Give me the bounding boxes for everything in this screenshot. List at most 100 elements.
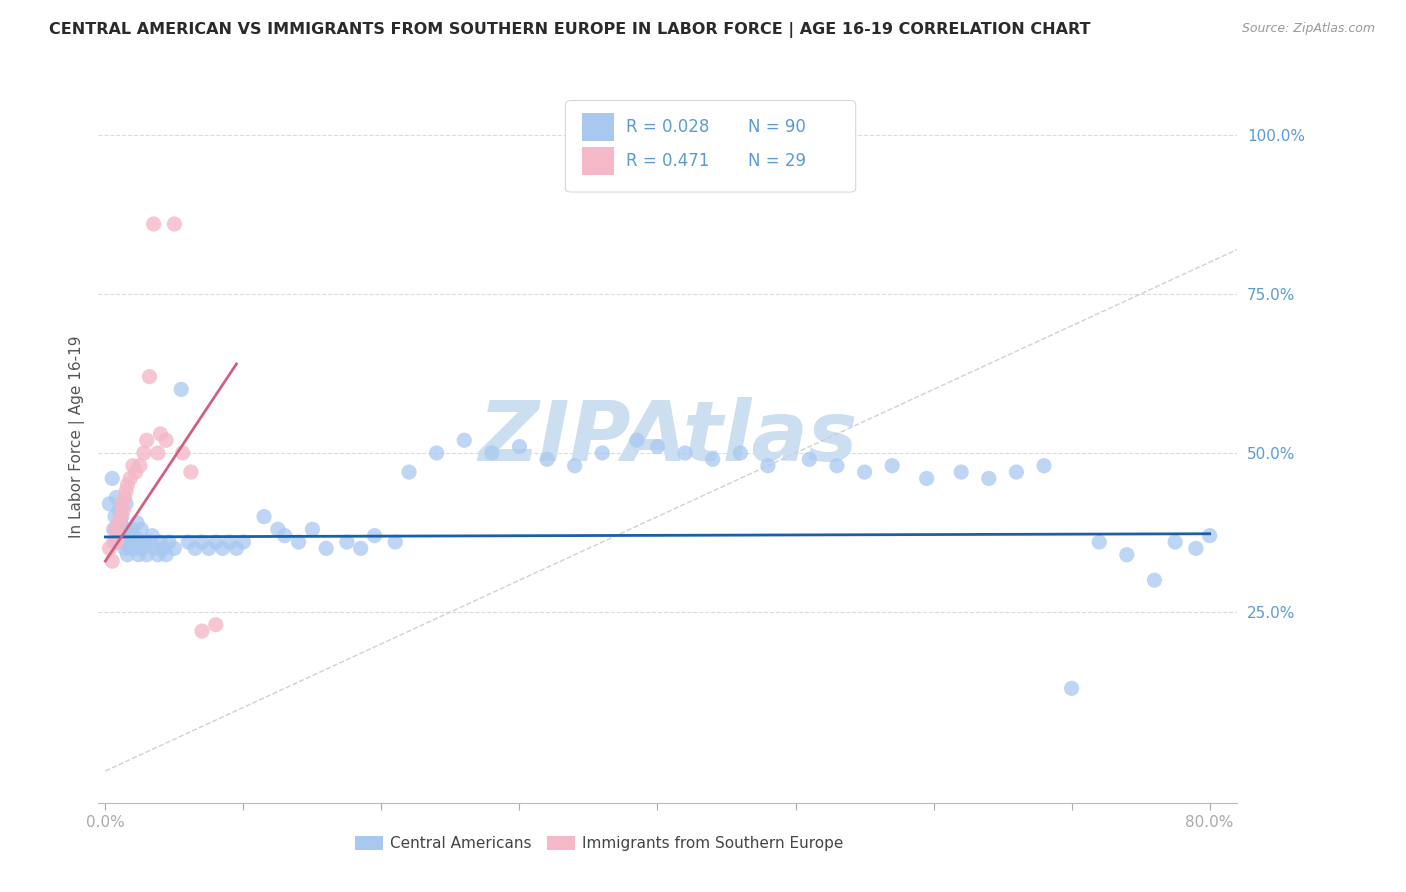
Point — [115, 484, 138, 499]
Point — [104, 522, 127, 536]
Point — [115, 522, 138, 536]
FancyBboxPatch shape — [565, 101, 856, 192]
Point — [143, 541, 166, 556]
Point — [141, 529, 163, 543]
Point — [129, 522, 152, 536]
Point — [110, 509, 132, 524]
Point — [155, 434, 177, 448]
Point — [274, 529, 297, 543]
Point — [125, 541, 148, 556]
Point — [132, 535, 155, 549]
Point — [799, 452, 821, 467]
Point — [287, 535, 309, 549]
Point — [508, 440, 530, 454]
Point — [138, 535, 160, 549]
Point — [104, 509, 127, 524]
Point — [172, 446, 194, 460]
Point — [756, 458, 779, 473]
Point — [138, 369, 160, 384]
Point — [232, 535, 254, 549]
Point — [101, 554, 124, 568]
Point — [118, 529, 141, 543]
Point — [111, 535, 134, 549]
Point — [350, 541, 373, 556]
Point — [107, 529, 129, 543]
Point — [211, 541, 233, 556]
Point — [180, 465, 202, 479]
Point — [98, 497, 121, 511]
Point — [112, 503, 135, 517]
Point — [114, 491, 136, 505]
FancyBboxPatch shape — [582, 147, 614, 175]
Point — [105, 491, 128, 505]
Point — [315, 541, 337, 556]
Point — [127, 548, 149, 562]
Point — [301, 522, 323, 536]
Point — [564, 458, 586, 473]
Point — [453, 434, 475, 448]
Point — [1005, 465, 1028, 479]
Point — [125, 516, 148, 530]
Point — [177, 535, 200, 549]
Point — [191, 535, 214, 549]
Point — [128, 458, 150, 473]
Point — [363, 529, 385, 543]
Point — [105, 535, 128, 549]
Point — [108, 516, 131, 530]
Point — [135, 434, 157, 448]
Point — [98, 541, 121, 556]
Point — [426, 446, 449, 460]
Point — [225, 541, 247, 556]
Point — [107, 522, 129, 536]
Point — [481, 446, 503, 460]
Point — [1115, 548, 1137, 562]
Point — [101, 471, 124, 485]
Point — [1164, 535, 1187, 549]
Point — [132, 446, 155, 460]
Y-axis label: In Labor Force | Age 16-19: In Labor Force | Age 16-19 — [69, 335, 84, 539]
Point — [950, 465, 973, 479]
Point — [146, 548, 169, 562]
Point — [122, 535, 145, 549]
Point — [825, 458, 848, 473]
Point — [591, 446, 613, 460]
Point — [398, 465, 420, 479]
Point — [170, 383, 193, 397]
Point — [117, 548, 139, 562]
Point — [184, 541, 207, 556]
Point — [146, 446, 169, 460]
Point — [121, 522, 143, 536]
Text: CENTRAL AMERICAN VS IMMIGRANTS FROM SOUTHERN EUROPE IN LABOR FORCE | AGE 16-19 C: CENTRAL AMERICAN VS IMMIGRANTS FROM SOUT… — [49, 22, 1091, 38]
Point — [1088, 535, 1111, 549]
Point — [117, 477, 139, 491]
Point — [114, 541, 136, 556]
FancyBboxPatch shape — [582, 113, 614, 141]
Point — [198, 541, 221, 556]
Point — [1033, 458, 1056, 473]
Point — [103, 522, 125, 536]
Point — [117, 535, 139, 549]
Point — [730, 446, 752, 460]
Point — [108, 503, 131, 517]
Point — [1060, 681, 1083, 696]
Point — [103, 535, 125, 549]
Text: N = 29: N = 29 — [748, 153, 806, 170]
Point — [536, 452, 558, 467]
Point — [204, 617, 226, 632]
Point — [111, 497, 134, 511]
Point — [218, 535, 240, 549]
Point — [125, 465, 148, 479]
Point — [122, 458, 145, 473]
Point — [120, 471, 142, 485]
Point — [1198, 529, 1220, 543]
Point — [673, 446, 696, 460]
Point — [853, 465, 876, 479]
Point — [915, 471, 938, 485]
Point — [112, 529, 135, 543]
Point — [120, 541, 142, 556]
Point — [384, 535, 406, 549]
Point — [124, 529, 146, 543]
Point — [702, 452, 724, 467]
Point — [142, 217, 165, 231]
Point — [149, 535, 172, 549]
